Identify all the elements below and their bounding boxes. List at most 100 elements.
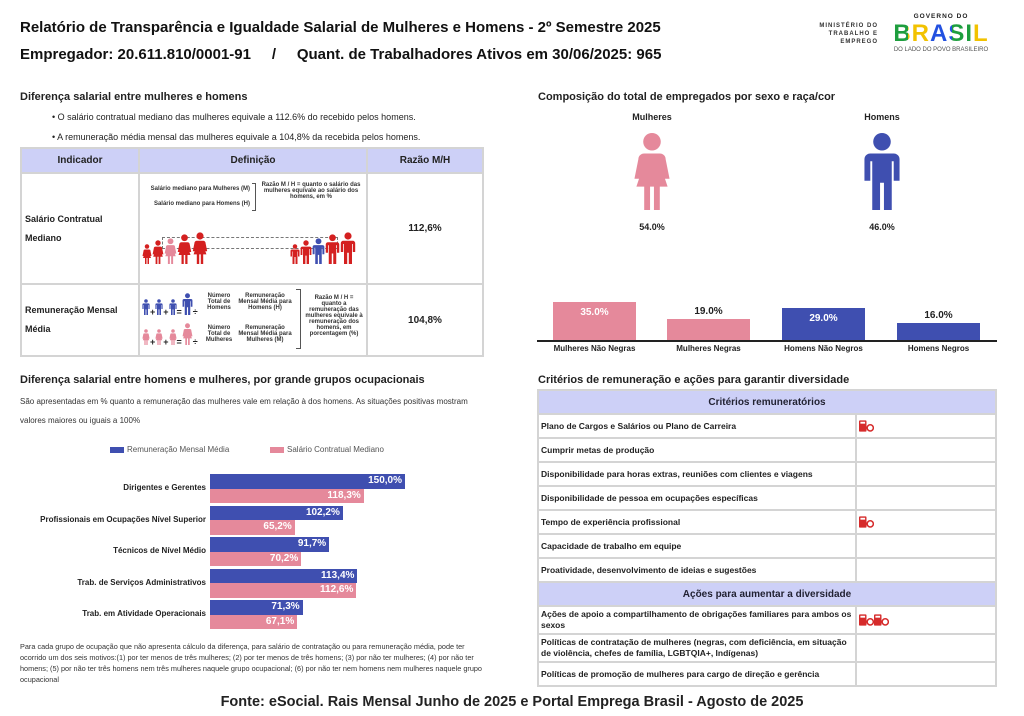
report-title: Relatório de Transparência e Igualdade S… [20, 19, 661, 36]
bar-salario [210, 551, 302, 566]
def-text: Razão M / H = quanto o salário das mulhe… [261, 182, 361, 200]
chart-baseline [537, 340, 997, 342]
bar-value-label: 29.0% [809, 313, 838, 325]
definition-illustration: Salário mediano para Mulheres (M) Salári… [138, 172, 368, 285]
indicator-table: Indicador Definição Razão M/H Salário Cont… [20, 147, 484, 357]
def-text: Salário mediano para Homens (H) [153, 201, 250, 207]
criterion-label: Cumprir metas de produção [537, 437, 857, 463]
company-check-icon [859, 420, 874, 432]
men-pct: 46.0% [869, 222, 895, 232]
criteria-table: Critérios remuneratórios Plano de Cargos … [537, 389, 997, 687]
criterion-label: Capacidade de trabalho em equipe [537, 533, 857, 559]
composition-title: Composição do total de empregados por se… [538, 91, 836, 103]
category-label: Profissionais em Ocupações Nível Superio… [40, 514, 206, 524]
category-label: Trab. em Atividade Operacionais [82, 609, 206, 618]
ratio-value: 104,8% [366, 283, 484, 357]
category-label: Homens Não Negros [784, 344, 863, 353]
salary-diff-title: Diferença salarial entre mulheres e home… [20, 91, 248, 103]
criterion-status [855, 533, 997, 559]
gov-top-text: GOVERNO DO [913, 13, 969, 20]
table-row: Tempo de experiência profissional [537, 509, 997, 535]
definition-illustration: + + = ÷ + + = ÷ Número Total de Homens Número … [138, 283, 368, 357]
table-row: Políticas de promoção de mulheres para c… [537, 661, 997, 687]
woman-icon [632, 132, 672, 210]
company-check-icon [859, 516, 874, 528]
criterion-label: Disponibilidade para horas extras, reuni… [537, 461, 857, 487]
table-row: Plano de Cargos e Salários ou Plano de C… [537, 413, 997, 439]
occupational-footnote: Para cada grupo de ocupação que não apre… [20, 642, 482, 684]
bar-remuneracao [210, 600, 303, 615]
category-label: Homens Negros [907, 344, 970, 353]
brace [252, 183, 256, 211]
bar-value-label: 113,4% [321, 569, 355, 581]
legend-swatch [110, 447, 124, 453]
criteria-title: Critérios de remuneração e ações para ga… [538, 374, 850, 386]
def-text: Remuneração Mensal Média para Homens (H) [238, 293, 292, 311]
bar-1 [667, 319, 750, 340]
men-sum-icons: + + = ÷ [142, 293, 198, 317]
criterion-label: Plano de Cargos e Salários ou Plano de C… [537, 413, 857, 439]
def-text: Salário mediano para Mulheres (M) [150, 186, 250, 192]
category-label: Mulheres Negras [676, 344, 741, 353]
table-row: Proatividade, desenvolvimento de ideias … [537, 557, 997, 583]
criterion-label: Políticas de promoção de mulheres para c… [537, 661, 857, 687]
bar-value-label: 70,2% [269, 552, 299, 564]
criterion-label: Tempo de experiência profissional [537, 509, 857, 535]
gov-sub-text: DO LADO DO POVO BRASILEIRO [893, 47, 989, 53]
bar-0 [553, 301, 636, 340]
table-row: Salário Contratual Mediano Salário media… [20, 172, 484, 285]
table-row: Remuneração Mensal Média + + = ÷ + + = ÷ Númer… [20, 283, 484, 357]
men-label: Homens [864, 112, 900, 122]
men-group-icons [290, 232, 356, 266]
def-text: Número Total de Mulheres [205, 325, 233, 343]
bar-salario [210, 583, 357, 598]
bar-value-label: 67,1% [265, 615, 295, 627]
table-row: Disponibilidade de pessoa em ocupações e… [537, 485, 997, 511]
employer-info: Empregador: 20.611.810/0001-91 / Quant. … [20, 46, 662, 63]
ministry-logo: MINISTÉRIO DO TRABALHO E EMPREGO [819, 23, 878, 45]
occupational-bar-chart: Remuneração Mensal Média Salário Contratu… [0, 440, 500, 635]
section-header: Critérios remuneratórios [537, 389, 997, 415]
gov-brasil-logo: GOVERNO DO BRASIL DO LADO DO POVO BRASIL… [886, 13, 996, 54]
criterion-status [855, 485, 997, 511]
ratio-value: 112,6% [366, 172, 484, 285]
criterion-label: Políticas de contratação de mulheres (ne… [537, 633, 857, 663]
criterion-status [855, 461, 997, 487]
man-icon [862, 132, 902, 210]
def-text: Razão M / H = quanto a remuneração das m… [305, 295, 363, 337]
bar-value-label: 118,3% [327, 489, 361, 501]
col-indicator: Indicador [20, 147, 140, 174]
table-row: Capacidade de trabalho em equipe [537, 533, 997, 559]
gov-main-text: BRASIL [886, 21, 996, 46]
bullet-2: • A remuneração média mensal das mulhere… [52, 132, 421, 142]
women-sum-icons: + + = ÷ [142, 323, 198, 347]
criterion-label: Ações de apoio a compartilhamento de obr… [537, 605, 857, 635]
bar-3 [897, 322, 980, 340]
bar-salario [210, 520, 295, 535]
occupational-title: Diferença salarial entre homens e mulher… [20, 374, 425, 386]
criterion-status [855, 557, 997, 583]
criterion-status [855, 661, 997, 687]
occupational-desc: São apresentadas em % quanto a remuneraç… [20, 397, 468, 425]
bar-remuneracao [210, 474, 405, 489]
criterion-label: Disponibilidade de pessoa em ocupações e… [537, 485, 857, 511]
brace [296, 289, 301, 349]
bar-value-label: 91,7% [297, 538, 327, 549]
def-text: Remuneração Mensal Média para Mulheres (… [238, 325, 292, 343]
women-pct: 54.0% [639, 222, 665, 232]
bar-value-label: 71,3% [271, 601, 300, 612]
bar-value-label: 35.0% [580, 306, 609, 318]
legend-label: Salário Contratual Mediano [287, 445, 384, 454]
criterion-label: Proatividade, desenvolvimento de ideias … [537, 557, 857, 583]
indicator-name: Remuneração Mensal Média [20, 283, 140, 357]
criterion-status [855, 413, 997, 439]
bullet-1: • O salário contratual mediano das mulhe… [52, 112, 416, 122]
col-ratio: Razão M/H [366, 147, 484, 174]
table-row: Ações de apoio a compartilhamento de obr… [537, 605, 997, 635]
criterion-status [855, 633, 997, 663]
legend-swatch [270, 447, 284, 453]
category-label: Trab. de Serviços Administrativos [77, 577, 206, 587]
bar-remuneracao [210, 537, 330, 552]
bar-2 [782, 308, 865, 340]
bar-salario [210, 614, 298, 629]
